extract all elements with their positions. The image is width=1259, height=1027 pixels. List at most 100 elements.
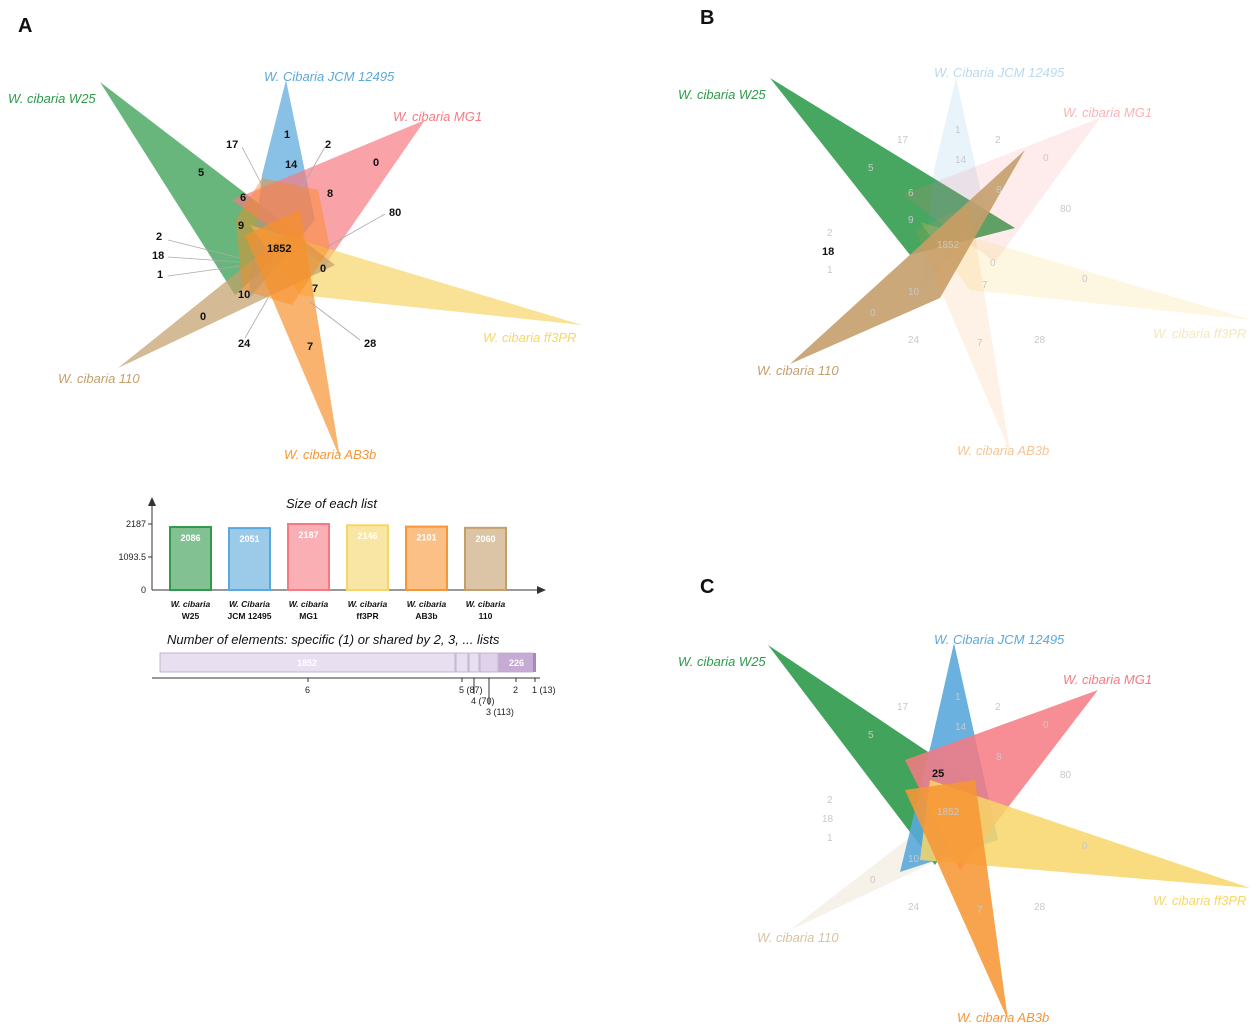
- num-1-left: 1: [157, 269, 163, 281]
- list-chart-title: Size of each list: [286, 496, 378, 511]
- bar-value-jcm: 2051: [239, 534, 259, 544]
- segment-1: [533, 653, 536, 672]
- c-num-14: 14: [955, 722, 967, 733]
- b-num-10: 10: [908, 287, 920, 298]
- petal-w110-b: [790, 150, 1025, 364]
- venn-a-numbers: 17 1 2 5 14 0 6 8 80 9 2 18 1852 1 0 10 …: [152, 129, 401, 353]
- petal-ab3b-b: [915, 205, 1010, 452]
- species-jcm: W. Cibaria JCM 12495: [264, 69, 395, 84]
- list-size-chart: Size of each list 2187 1093.5 0 2086 W. c…: [118, 496, 546, 621]
- num-2-top: 2: [325, 139, 331, 151]
- bar-ab3b: [405, 525, 448, 591]
- segment-6-label: 1852: [297, 658, 317, 668]
- b-num-18-highlight: 18: [822, 246, 834, 258]
- b-num-28: 28: [1034, 335, 1046, 346]
- c-num-10: 10: [908, 854, 920, 865]
- x-axis-arrow-icon: [537, 586, 546, 594]
- ytick-mid: 1093.5: [118, 552, 146, 562]
- shared-chart-title: Number of elements: specific (1) or shar…: [167, 632, 500, 647]
- bar-value-mg1: 2187: [298, 530, 318, 540]
- num-9: 9: [238, 220, 244, 232]
- species-w25: W. cibaria W25: [8, 91, 96, 106]
- num-0-w110: 0: [200, 311, 206, 323]
- c-num-2: 2: [995, 702, 1001, 713]
- b-num-24: 24: [908, 335, 920, 346]
- bar-category-w110: W. cibaria: [466, 599, 506, 609]
- b-num-8: 8: [996, 185, 1002, 196]
- bar-category-strain-w110: 110: [479, 611, 493, 621]
- num-1-jcm: 1: [284, 129, 290, 141]
- num-18: 18: [152, 250, 164, 262]
- b-num-1b: 1: [827, 265, 833, 276]
- petal-ff3pr-c: [920, 780, 1250, 888]
- bar-category-strain-ff3pr: ff3PR: [356, 611, 378, 621]
- num-17: 17: [226, 139, 238, 151]
- segment-2-label: 226: [509, 658, 524, 668]
- bar-value-ab3b: 2101: [416, 533, 436, 543]
- venn-b-numbers: 17 1 2 5 14 0 6 8 80 9 2 18 1852 1 0 0 1…: [822, 125, 1088, 349]
- bar-category-strain-w25: W25: [182, 611, 200, 621]
- panel-label-a: A: [18, 15, 32, 37]
- b-num-0-ff: 0: [1082, 274, 1088, 285]
- c-num-0-ff: 0: [1082, 841, 1088, 852]
- species-ff3pr: W. cibaria ff3PR: [483, 330, 576, 345]
- b-num-14: 14: [955, 155, 967, 166]
- num-0-mg1: 0: [373, 157, 379, 169]
- c-num-17: 17: [897, 702, 909, 713]
- ytick-top: 2187: [126, 519, 146, 529]
- bar-category-ab3b: W. cibaria: [407, 599, 447, 609]
- b-species-ab3b: W. cibaria AB3b: [957, 443, 1049, 458]
- bar-category-mg1: W. cibaria: [289, 599, 329, 609]
- c-num-1b: 1: [827, 833, 833, 844]
- b-species-mg1: W. cibaria MG1: [1063, 105, 1152, 120]
- c-species-mg1: W. cibaria MG1: [1063, 672, 1152, 687]
- b-num-6: 6: [908, 188, 914, 199]
- venn-c-species: W. cibaria W25 W. Cibaria JCM 12495 W. c…: [678, 632, 1246, 1025]
- c-species-w110: W. cibaria 110: [757, 930, 839, 945]
- b-species-jcm: W. Cibaria JCM 12495: [934, 65, 1065, 80]
- c-num-80: 80: [1060, 770, 1072, 781]
- segment-4: [468, 652, 480, 673]
- venn-core: [236, 178, 330, 305]
- species-w110: W. cibaria 110: [58, 371, 140, 386]
- b-num-2: 2: [995, 135, 1001, 146]
- segment-3: [479, 652, 499, 673]
- num-1852: 1852: [267, 243, 291, 255]
- b-num-0c: 0: [870, 308, 876, 319]
- panel-c: C 17 1 2 5 14 0 8 25 80 2 18 1852 1 0 10…: [678, 576, 1250, 1025]
- c-num-24: 24: [908, 902, 920, 913]
- bar-category-w25: W. cibaria: [171, 599, 211, 609]
- num-28: 28: [364, 338, 376, 350]
- tick-2: 2: [513, 685, 518, 695]
- num-0-center: 0: [320, 263, 326, 275]
- b-num-2b: 2: [827, 228, 833, 239]
- y-axis-arrow-icon: [148, 497, 156, 506]
- bar-w25: [169, 526, 212, 592]
- c-num-2b: 2: [827, 795, 833, 806]
- bar-mg1: [287, 523, 330, 591]
- c-species-jcm: W. Cibaria JCM 12495: [934, 632, 1065, 647]
- c-num-0: 0: [1043, 720, 1049, 731]
- b-num-9: 9: [908, 215, 914, 226]
- tick-5: 5 (87): [459, 685, 483, 695]
- b-num-17: 17: [897, 135, 909, 146]
- num-24: 24: [238, 338, 251, 350]
- species-mg1: W. cibaria MG1: [393, 109, 482, 124]
- b-num-7b: 7: [977, 338, 983, 349]
- num-10: 10: [238, 289, 250, 301]
- c-num-28: 28: [1034, 902, 1046, 913]
- bar-category-strain-mg1: MG1: [299, 611, 318, 621]
- venn-a-species: W. cibaria W25 W. Cibaria JCM 12495 W. c…: [8, 69, 576, 462]
- bar-category-ff3pr: W. cibaria: [348, 599, 388, 609]
- c-species-ff3pr: W. cibaria ff3PR: [1153, 893, 1246, 908]
- tick-4: 4 (70): [471, 696, 495, 706]
- bar-jcm: [228, 527, 271, 591]
- num-6: 6: [240, 192, 246, 204]
- panel-label-c: C: [700, 576, 714, 598]
- b-num-0: 0: [1043, 153, 1049, 164]
- bar-category-strain-ab3b: AB3b: [415, 611, 437, 621]
- b-species-w25: W. cibaria W25: [678, 87, 766, 102]
- petal-ab3b: [245, 210, 340, 458]
- num-5: 5: [198, 167, 204, 179]
